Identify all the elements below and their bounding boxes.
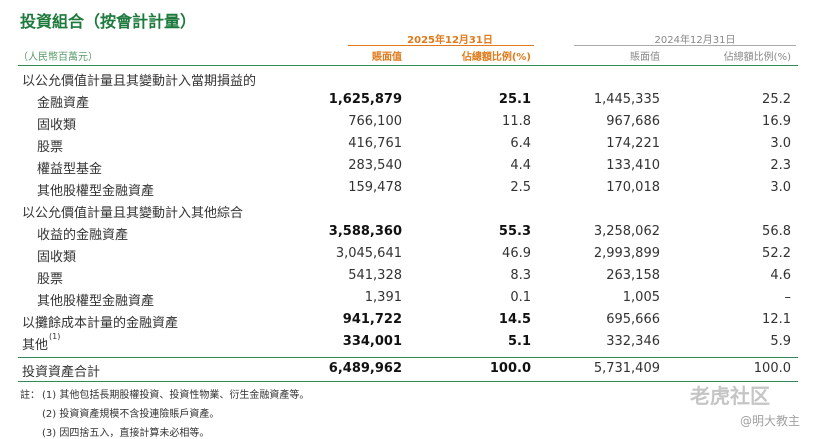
note: (2) 投資資產規模不含投連險賬戶資產。 — [42, 409, 220, 420]
cell: 100.0 — [753, 361, 791, 376]
cell: 25.2 — [762, 92, 791, 107]
group-current: 2025年12月31日 — [407, 35, 493, 46]
cell: 46.9 — [502, 246, 531, 261]
notes-lead: 註： — [20, 390, 40, 401]
cell: 6,489,962 — [328, 361, 402, 376]
cell: 52.2 — [762, 246, 791, 261]
row-label: 收益的金融資產 — [37, 228, 129, 243]
cell: 5,731,409 — [593, 361, 660, 376]
cell: 2.3 — [770, 158, 791, 173]
row-label: 以攤餘成本計量的金融資產 — [22, 316, 179, 331]
row-label: 固收類 — [37, 250, 77, 265]
cell: 133,410 — [606, 158, 660, 173]
row-label: 以公允價值計量且其變動計入其他綜合 — [22, 206, 244, 221]
cell: 1,391 — [364, 290, 402, 305]
cell: 0.1 — [510, 290, 531, 305]
cell: 541,328 — [348, 268, 402, 283]
cell: – — [784, 290, 792, 305]
row-label: 固收類 — [37, 118, 77, 133]
rule — [18, 357, 798, 358]
row-label: 其他股權型金融資產 — [37, 294, 155, 309]
column-header: 佔總額比例(%) — [723, 52, 791, 63]
cell: 55.3 — [498, 224, 531, 239]
cell: 8.3 — [510, 268, 531, 283]
column-header: 賬面值 — [630, 52, 660, 63]
cell: 3.0 — [770, 136, 791, 151]
row-label: 以公允價值計量且其變動計入當期損益的 — [22, 74, 257, 89]
watermark-user: @明大教主 — [740, 414, 801, 428]
cell: 170,018 — [606, 180, 660, 195]
title: 投資組合（按會計計量） — [20, 12, 197, 31]
cell: 14.5 — [498, 312, 531, 327]
group-prior: 2024年12月31日 — [654, 35, 736, 46]
cell: 332,346 — [606, 334, 660, 349]
cell: 263,158 — [606, 268, 660, 283]
cell: 56.8 — [762, 224, 791, 239]
cell: 416,761 — [348, 136, 402, 151]
cell: 12.1 — [762, 312, 791, 327]
row-label: 權益型基金 — [37, 162, 103, 177]
rule — [18, 65, 798, 66]
cell: 4.4 — [510, 158, 531, 173]
cell: 766,100 — [348, 114, 402, 129]
cell: 6.4 — [510, 136, 531, 151]
cell: 100.0 — [489, 361, 531, 376]
cell: 3.0 — [770, 180, 791, 195]
cell: 4.6 — [770, 268, 791, 283]
cell: 695,666 — [606, 312, 660, 327]
cell: 11.8 — [502, 114, 531, 129]
cell: 25.1 — [498, 92, 531, 107]
rule — [574, 45, 796, 46]
cell: 1,005 — [622, 290, 660, 305]
rule — [348, 45, 534, 46]
unit: （人民幣百萬元） — [18, 52, 98, 63]
cell: 174,221 — [606, 136, 660, 151]
cell: 967,686 — [606, 114, 660, 129]
cell: 1,625,879 — [328, 92, 402, 107]
cell: 2.5 — [510, 180, 531, 195]
note: (3) 因四捨五入，直接計算未必相等。 — [42, 428, 210, 439]
note-ref: (1) — [49, 332, 61, 341]
row-label: 金融資產 — [37, 96, 90, 111]
row-label: 股票 — [37, 272, 64, 287]
cell: 283,540 — [348, 158, 402, 173]
watermark-brand: 老虎社区 — [690, 384, 770, 408]
note: (1) 其他包括長期股權投資、投資性物業、衍生金融資產等。 — [42, 390, 310, 401]
cell: 3,045,641 — [335, 246, 402, 261]
cell: 941,722 — [342, 312, 402, 327]
cell: 3,588,360 — [328, 224, 402, 239]
row-label: 投資資產合計 — [22, 365, 101, 380]
row-label: 其他 — [22, 338, 49, 353]
cell: 159,478 — [348, 180, 402, 195]
cell: 5.1 — [507, 334, 531, 349]
cell: 3,258,062 — [593, 224, 660, 239]
cell: 2,993,899 — [593, 246, 660, 261]
column-header: 賬面值 — [372, 52, 402, 63]
cell: 16.9 — [762, 114, 791, 129]
cell: 5.9 — [770, 334, 791, 349]
row-label: 股票 — [37, 140, 64, 155]
column-header: 佔總額比例(%) — [461, 52, 531, 63]
cell: 334,001 — [342, 334, 402, 349]
row-label: 其他股權型金融資產 — [37, 184, 155, 199]
rule — [18, 381, 798, 382]
cell: 1,445,335 — [593, 92, 660, 107]
